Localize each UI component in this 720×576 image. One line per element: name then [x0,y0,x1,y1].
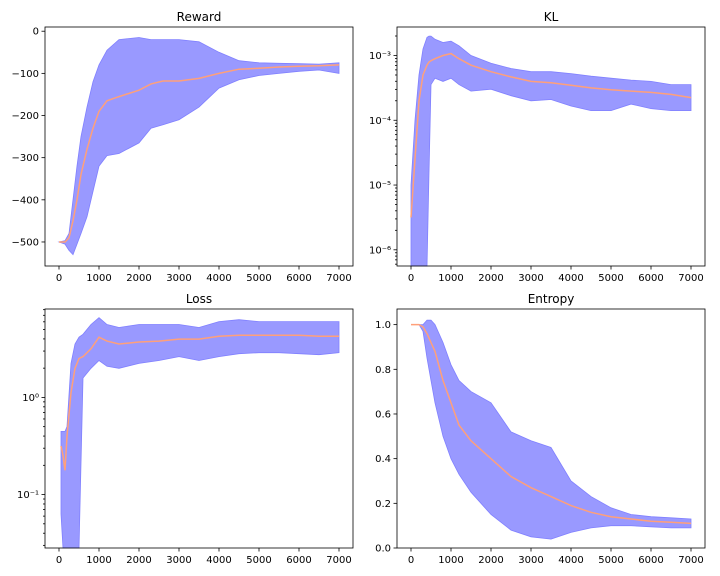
reward-ytick-label: −200 [12,111,39,122]
entropy-xtick-label: 3000 [518,555,543,566]
entropy-xtick-label: 1000 [438,555,463,566]
kl-mean-line [410,52,692,218]
kl-xtick-label: 5000 [598,273,623,284]
subplot-entropy: Entropy 0 1000 2000 3000 4000 5000 6000 7000 0.… [375,292,706,566]
reward-ytick-label: −400 [12,195,39,206]
reward-axes-frame [44,26,354,267]
loss-ytick-label: 10⁰ [22,393,39,404]
loss-mean-line [60,334,339,471]
subplot-title-reward: Reward [177,10,222,24]
loss-xtick-label: 5000 [246,555,271,566]
kl-yticks: 10⁻⁶ 10⁻⁵ 10⁻⁴ 10⁻³ [369,35,397,265]
kl-xticks: 0 1000 2000 3000 4000 5000 6000 7000 [408,266,704,284]
entropy-ytick-label: 0.0 [375,544,391,555]
subplot-kl: KL 0 1000 2000 3000 4000 5000 6000 7000 10⁻⁶10⁻… [369,10,706,284]
loss-yticks: 10⁰ 10⁻¹ [17,309,45,546]
kl-band-layer [410,35,692,267]
loss-xtick-label: 6000 [286,555,311,566]
entropy-mean-layer [411,323,692,525]
entropy-xticks: 0 1000 2000 3000 4000 5000 6000 7000 [408,548,704,566]
reward-xtick-label: 3000 [166,273,191,284]
loss-axes-frame [44,308,354,549]
loss-xtick-label: 3000 [166,555,191,566]
loss-xtick-label: 7000 [326,555,351,566]
entropy-ytick-label: 0.6 [375,409,391,420]
entropy-axes-frame [396,308,706,549]
loss-xticks: 0 1000 2000 3000 4000 5000 6000 7000 [56,548,352,566]
kl-ytick-label: 10⁻⁵ [369,181,391,192]
entropy-xtick-label: 0 [408,555,414,566]
kl-xtick-label: 6000 [638,273,663,284]
reward-xtick-label: 0 [56,273,62,284]
reward-ytick-label: 0 [33,27,39,38]
loss-std-band [60,317,340,549]
loss-ytick-label: 10⁻¹ [17,490,39,501]
kl-xtick-label: 4000 [558,273,583,284]
subplot-reward: Reward 0 1000 2000 3000 4000 5000 6000 7000 0 −1… [12,10,354,284]
reward-xtick-label: 7000 [326,273,351,284]
entropy-xtick-label: 5000 [598,555,623,566]
entropy-xtick-label: 6000 [638,555,663,566]
reward-std-band [57,37,340,256]
kl-xtick-label: 7000 [678,273,703,284]
kl-ytick-label: 10⁻⁶ [369,245,391,256]
loss-xtick-label: 0 [56,555,62,566]
entropy-std-band [411,319,692,540]
reward-ytick-label: −100 [12,69,39,80]
entropy-ytick-label: 0.2 [375,499,391,510]
reward-xtick-label: 5000 [246,273,271,284]
entropy-xtick-label: 2000 [478,555,503,566]
reward-mean-layer [59,64,340,243]
entropy-ytick-label: 1.0 [375,320,391,331]
entropy-xtick-label: 4000 [558,555,583,566]
reward-ytick-label: −500 [12,237,39,248]
entropy-mean-line [411,323,692,525]
entropy-ytick-label: 0.4 [375,454,391,465]
reward-yticks: 0 −100 −200 −300 −400 −500 [12,27,45,248]
kl-xtick-label: 0 [408,273,414,284]
subplot-title-entropy: Entropy [528,292,575,306]
reward-xtick-label: 4000 [206,273,231,284]
kl-xtick-label: 3000 [518,273,543,284]
loss-mean-layer [60,334,339,471]
reward-xticks: 0 1000 2000 3000 4000 5000 6000 7000 [56,266,352,284]
reward-xtick-label: 6000 [286,273,311,284]
entropy-xtick-label: 7000 [678,555,703,566]
subplot-title-loss: Loss [186,292,212,306]
entropy-band-layer [411,319,692,540]
kl-ytick-label: 10⁻³ [369,51,391,62]
entropy-ytick-label: 0.8 [375,365,391,376]
subplot-loss: Loss 0 1000 2000 3000 4000 5000 6000 7000 10⁰10… [17,292,354,566]
kl-axes-frame [396,26,706,267]
kl-xtick-label: 2000 [478,273,503,284]
kl-mean-layer [410,52,692,218]
reward-band-layer [57,37,340,256]
reward-ytick-label: −300 [12,153,39,164]
reward-xtick-label: 1000 [86,273,111,284]
kl-xtick-label: 1000 [438,273,463,284]
loss-band-layer [60,317,340,549]
loss-xtick-label: 4000 [206,555,231,566]
reward-xtick-label: 2000 [126,273,151,284]
loss-xtick-label: 1000 [86,555,111,566]
kl-std-band [410,35,692,267]
kl-ytick-label: 10⁻⁴ [369,116,391,127]
subplot-title-kl: KL [544,10,559,24]
loss-xtick-label: 2000 [126,555,151,566]
reward-mean-line [59,64,340,243]
entropy-yticks: 0.0 0.2 0.4 0.6 0.8 1.0 [375,320,397,555]
